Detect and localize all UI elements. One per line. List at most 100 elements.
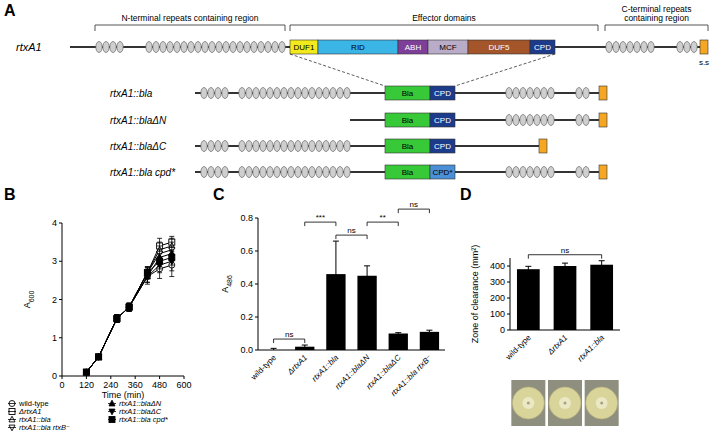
legend-line (8, 403, 16, 404)
error-bar (302, 345, 308, 348)
domain (599, 86, 607, 100)
repeat (216, 42, 222, 53)
repeat (295, 88, 301, 99)
repeat (513, 167, 519, 178)
repeat (288, 141, 294, 152)
y-tick (59, 299, 62, 300)
y-tick (59, 261, 62, 262)
significance-label: ns (561, 246, 569, 255)
repeat (167, 42, 173, 53)
repeat (316, 141, 322, 152)
domain-label: CPD* (432, 168, 452, 177)
series-line (86, 254, 171, 373)
legend-marker (9, 401, 15, 407)
error-bar (127, 303, 132, 311)
domain (398, 40, 428, 54)
y-tick (59, 223, 62, 224)
repeat (222, 88, 228, 99)
error-bar (169, 250, 174, 265)
y-axis-line (510, 258, 511, 330)
y-tick (255, 350, 258, 351)
y-tick-label: 0.6 (240, 246, 253, 256)
signal-label: s.s (699, 58, 709, 67)
y-axis-label: A600 (22, 291, 35, 309)
repeat (527, 115, 533, 126)
significance-label: ** (380, 213, 386, 222)
error-bar (114, 315, 119, 323)
error-bar (525, 266, 531, 272)
series-line (86, 257, 171, 372)
y-tick-label: 1 (52, 333, 57, 343)
y-tick-label: 200 (490, 293, 505, 303)
x-tick-label: 120 (79, 380, 94, 390)
repeat (215, 167, 221, 178)
panel-letter: B (4, 186, 16, 203)
domain-label: CPD (434, 142, 451, 151)
series-marker (96, 354, 102, 360)
repeat (548, 167, 554, 178)
repeat (677, 42, 683, 53)
repeat (222, 167, 228, 178)
region-label: containing region (624, 13, 689, 23)
repeat (272, 42, 278, 53)
series-line (86, 261, 171, 372)
x-tick-label: rtxA1::bla (576, 333, 607, 364)
legend-line (108, 419, 116, 420)
y-tick-label: 4 (52, 218, 57, 228)
y-tick-label: 2 (52, 295, 57, 305)
gene-label: rtxA1 (16, 41, 42, 53)
repeat (260, 141, 266, 152)
repeat (260, 167, 266, 178)
repeat (641, 42, 647, 53)
domain-label: Bla (402, 89, 414, 98)
repeat (684, 42, 690, 53)
x-tick-label: wild-type (249, 353, 279, 383)
repeat (583, 167, 589, 178)
repeat (222, 141, 228, 152)
repeat (251, 42, 257, 53)
series-marker (114, 315, 120, 321)
x-tick-label: 240 (103, 380, 118, 390)
y-tick (507, 314, 510, 315)
repeat (246, 141, 252, 152)
series-marker (96, 354, 102, 360)
domain-label: RID (351, 43, 365, 52)
repeat (606, 42, 612, 53)
repeat (201, 141, 207, 152)
repeat (244, 42, 250, 53)
y-tick-label: 0 (52, 371, 57, 381)
repeat (174, 42, 180, 53)
legend-marker (109, 417, 115, 423)
repeat (534, 88, 540, 99)
legend-line (8, 411, 16, 412)
series-marker (126, 304, 132, 310)
repeat (230, 42, 236, 53)
repeat (208, 88, 214, 99)
domain (599, 113, 607, 127)
repeat (215, 141, 221, 152)
y-tick-label: 0.4 (240, 279, 253, 289)
series-marker (144, 269, 150, 275)
repeat (576, 115, 582, 126)
repeat (246, 167, 252, 178)
series-marker (96, 354, 102, 360)
repeat (316, 167, 322, 178)
repeat (506, 167, 512, 178)
repeat (239, 167, 245, 178)
domain (539, 139, 547, 153)
series-marker (126, 304, 132, 310)
error-bar (395, 333, 401, 335)
series-marker (126, 304, 132, 310)
significance-label: ns (410, 200, 418, 209)
series-marker (83, 370, 89, 376)
domain-label: CPD (434, 89, 451, 98)
repeat (506, 115, 512, 126)
repeat (541, 88, 547, 99)
repeat (96, 42, 102, 53)
bar (517, 269, 540, 330)
domain (430, 113, 455, 127)
x-axis-line (258, 350, 445, 351)
legend-line (8, 427, 16, 428)
error-bar (271, 348, 277, 350)
repeat (344, 141, 350, 152)
